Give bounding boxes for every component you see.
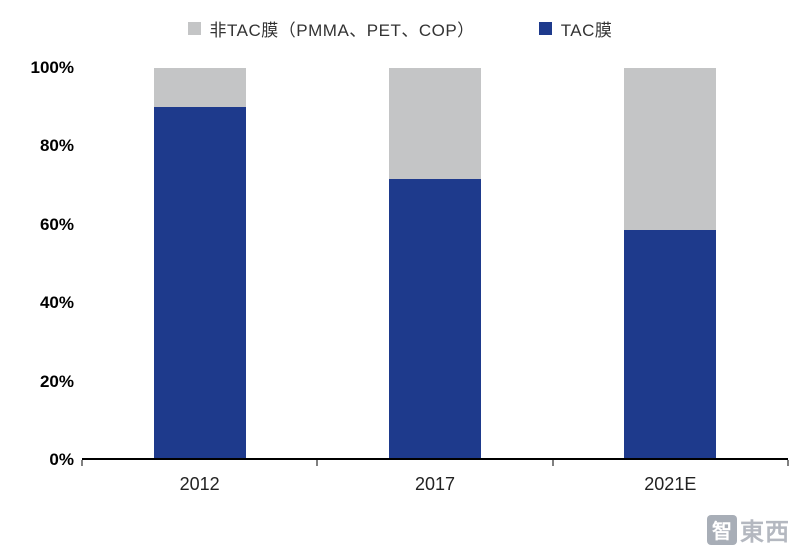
- x-axis-tick: [787, 460, 789, 466]
- x-axis-tick: [552, 460, 554, 466]
- x-axis-label-2017: 2017: [414, 474, 456, 494]
- y-tick-label: 20%: [39, 371, 74, 391]
- segment-tac: [624, 229, 717, 458]
- stacked-bar-2012: [153, 68, 246, 458]
- segment-tac: [153, 107, 246, 458]
- x-axis-tick: [81, 460, 83, 466]
- legend-label-tac: TAC膜: [560, 20, 613, 40]
- x-axis-label-2021E: 2021E: [644, 474, 697, 494]
- legend-swatch-non-tac: [187, 21, 201, 35]
- y-tick-label: 40%: [39, 293, 74, 313]
- watermark-logo: 智 東西: [707, 512, 790, 547]
- chart-legend: 非TAC膜（PMMA、PET、COP） TAC膜: [0, 0, 800, 40]
- y-tick-label: 0%: [49, 450, 74, 469]
- watermark-badge: 智: [707, 514, 737, 545]
- y-tick-label: 80%: [39, 136, 74, 156]
- plot-area: [81, 68, 789, 466]
- bar-slot-2021E: [553, 68, 788, 458]
- legend-item-non-tac: 非TAC膜（PMMA、PET、COP）: [187, 16, 475, 41]
- stacked-bar-2017: [388, 68, 481, 458]
- y-tick-label: 60%: [39, 214, 74, 234]
- legend-label-non-tac: 非TAC膜（PMMA、PET、COP）: [209, 20, 475, 40]
- bar-slot-2012: [82, 68, 317, 458]
- x-axis-labels: 2012 2017 2021E: [82, 460, 788, 495]
- chart-body: 100% 80% 60% 40% 20% 0%: [0, 58, 800, 469]
- x-axis-tick: [316, 460, 318, 466]
- segment-tac: [388, 179, 481, 458]
- legend-item-tac: TAC膜: [538, 16, 613, 41]
- y-axis: 100% 80% 60% 40% 20% 0%: [16, 58, 82, 469]
- x-axis-label-2012: 2012: [179, 474, 220, 494]
- segment-non-tac: [624, 68, 717, 230]
- y-tick-label: 100%: [30, 58, 74, 77]
- segment-non-tac: [388, 68, 481, 180]
- stacked-bar-2021E: [624, 68, 717, 458]
- legend-swatch-tac: [538, 21, 552, 35]
- bar-slot-2017: [317, 68, 552, 458]
- watermark-text: 東西: [740, 519, 790, 546]
- segment-non-tac: [153, 68, 246, 107]
